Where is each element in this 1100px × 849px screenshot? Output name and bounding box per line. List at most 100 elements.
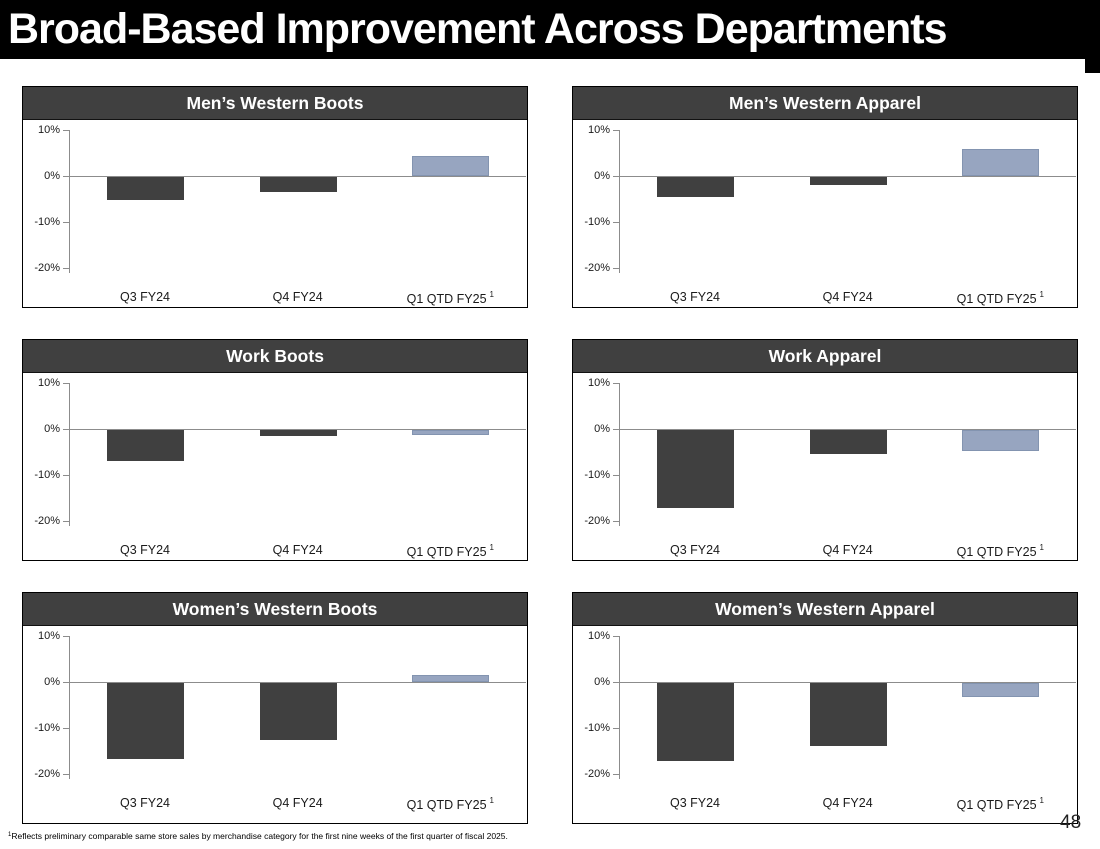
plot-area: 10% 0% -10% -20% Q3 FY24 Q4 FY24 Q1 QTD FY25 1	[23, 626, 527, 823]
charts-grid: Men’s Western Boots 10% 0% -10% -20% Q3 FY24 Q…	[22, 86, 1078, 824]
bar-q4-fy24	[809, 683, 887, 746]
y-axis-label: 0%	[44, 423, 60, 435]
bar-q1-qtd-fy25	[962, 683, 1040, 698]
x-axis-label: Q4 FY24	[272, 796, 323, 810]
x-axis-label: Q1 QTD FY25 1	[956, 543, 1044, 559]
y-axis-tick	[63, 728, 69, 729]
x-axis-label: Q1 QTD FY25 1	[406, 290, 494, 306]
y-axis-label: 10%	[37, 377, 60, 389]
bar-q1-qtd-fy25	[412, 155, 490, 176]
bar-q4-fy24	[809, 177, 887, 186]
y-axis-line	[69, 383, 70, 526]
y-axis-tick	[63, 521, 69, 522]
x-axis-label: Q1 QTD FY25 1	[406, 543, 494, 559]
zero-baseline	[69, 176, 526, 177]
y-axis-label: 10%	[587, 124, 610, 136]
y-axis-label: -20%	[34, 262, 60, 274]
x-label-superscript: 1	[1039, 543, 1044, 552]
y-axis-label: -20%	[584, 262, 610, 274]
y-axis-tick	[613, 682, 619, 683]
y-axis-label: -20%	[34, 515, 60, 527]
y-axis-line	[69, 130, 70, 273]
bar-q1-qtd-fy25	[412, 430, 490, 435]
x-axis-label: Q4 FY24	[822, 796, 873, 810]
x-label-superscript: 1	[489, 543, 494, 552]
footnote-marker: 1	[8, 832, 12, 838]
zero-baseline	[619, 176, 1076, 177]
plot-area: 10% 0% -10% -20% Q3 FY24 Q4 FY24 Q1 QTD FY25 1	[573, 373, 1077, 560]
x-axis-label: Q3 FY24	[669, 796, 721, 810]
x-axis-label: Q4 FY24	[822, 543, 873, 557]
y-axis-label: -10%	[34, 469, 60, 481]
bar-q3-fy24	[656, 430, 734, 508]
y-axis-label: 0%	[594, 423, 610, 435]
y-axis-tick	[63, 429, 69, 430]
y-axis-label: 0%	[594, 170, 610, 182]
y-axis-label: -20%	[34, 768, 60, 780]
y-axis-label: -10%	[584, 722, 610, 734]
chart-title: Women’s Western Apparel	[573, 593, 1077, 626]
y-axis-tick	[613, 475, 619, 476]
zero-baseline	[69, 429, 526, 430]
x-axis-label: Q3 FY24	[119, 290, 171, 304]
chart-title: Work Apparel	[573, 340, 1077, 373]
y-axis-label: -10%	[34, 216, 60, 228]
y-axis-tick	[63, 222, 69, 223]
chart-title: Men’s Western Apparel	[573, 87, 1077, 120]
bar-q3-fy24	[106, 177, 184, 200]
bar-q4-fy24	[259, 177, 337, 192]
bar-q4-fy24	[809, 430, 887, 454]
chart-title: Women’s Western Boots	[23, 593, 527, 626]
y-axis-label: -10%	[584, 216, 610, 228]
chart-panel: Work Apparel 10% 0% -10% -20% Q3 FY24 Q4 FY24 Q…	[572, 339, 1078, 561]
zero-baseline	[619, 682, 1076, 683]
chart-title: Men’s Western Boots	[23, 87, 527, 120]
y-axis-label: -20%	[584, 515, 610, 527]
y-axis-line	[619, 383, 620, 526]
y-axis-tick	[63, 268, 69, 269]
y-axis-tick	[613, 728, 619, 729]
bar-q3-fy24	[656, 177, 734, 197]
y-axis-tick	[613, 774, 619, 775]
y-axis-label: 10%	[587, 377, 610, 389]
y-axis-label: 0%	[594, 676, 610, 688]
y-axis-tick	[613, 268, 619, 269]
y-axis-tick	[63, 383, 69, 384]
slide-title: Broad-Based Improvement Across Departmen…	[8, 5, 948, 53]
bar-q1-qtd-fy25	[412, 674, 490, 682]
x-axis-label: Q1 QTD FY25 1	[956, 290, 1044, 306]
chart-panel: Men’s Western Apparel 10% 0% -10% -20% Q3 FY2…	[572, 86, 1078, 308]
plot-area: 10% 0% -10% -20% Q3 FY24 Q4 FY24 Q1 QTD FY25 1	[23, 120, 527, 307]
y-axis-tick	[63, 176, 69, 177]
y-axis-label: -10%	[584, 469, 610, 481]
x-axis-label: Q3 FY24	[669, 543, 721, 557]
y-axis-label: 0%	[44, 676, 60, 688]
y-axis-tick	[613, 521, 619, 522]
y-axis-tick	[613, 130, 619, 131]
zero-baseline	[69, 682, 526, 683]
y-axis-tick	[613, 383, 619, 384]
top-right-corner-block	[1085, 0, 1100, 73]
x-axis-label: Q3 FY24	[669, 290, 721, 304]
page-number: 48	[1060, 812, 1082, 833]
footnote-text: Reflects preliminary comparable same sto…	[11, 831, 508, 841]
x-axis-label: Q3 FY24	[119, 796, 171, 810]
bar-q4-fy24	[259, 683, 337, 740]
bar-q3-fy24	[106, 683, 184, 759]
plot-area: 10% 0% -10% -20% Q3 FY24 Q4 FY24 Q1 QTD FY25 1	[573, 626, 1077, 823]
y-axis-line	[619, 636, 620, 779]
y-axis-tick	[613, 429, 619, 430]
y-axis-line	[69, 636, 70, 779]
chart-panel: Work Boots 10% 0% -10% -20% Q3 FY24 Q4 FY24 Q1 …	[22, 339, 528, 561]
x-axis-label: Q1 QTD FY25 1	[406, 796, 494, 812]
x-axis-label: Q4 FY24	[272, 290, 323, 304]
plot-area: 10% 0% -10% -20% Q3 FY24 Q4 FY24 Q1 QTD FY25 1	[23, 373, 527, 560]
slide-title-band: Broad-Based Improvement Across Departmen…	[0, 0, 1100, 59]
footnote: 1Reflects preliminary comparable same st…	[8, 831, 508, 841]
bar-q3-fy24	[106, 430, 184, 462]
y-axis-line	[619, 130, 620, 273]
bar-q4-fy24	[259, 430, 337, 436]
plot-area: 10% 0% -10% -20% Q3 FY24 Q4 FY24 Q1 QTD FY25 1	[573, 120, 1077, 307]
y-axis-tick	[63, 475, 69, 476]
y-axis-tick	[613, 636, 619, 637]
